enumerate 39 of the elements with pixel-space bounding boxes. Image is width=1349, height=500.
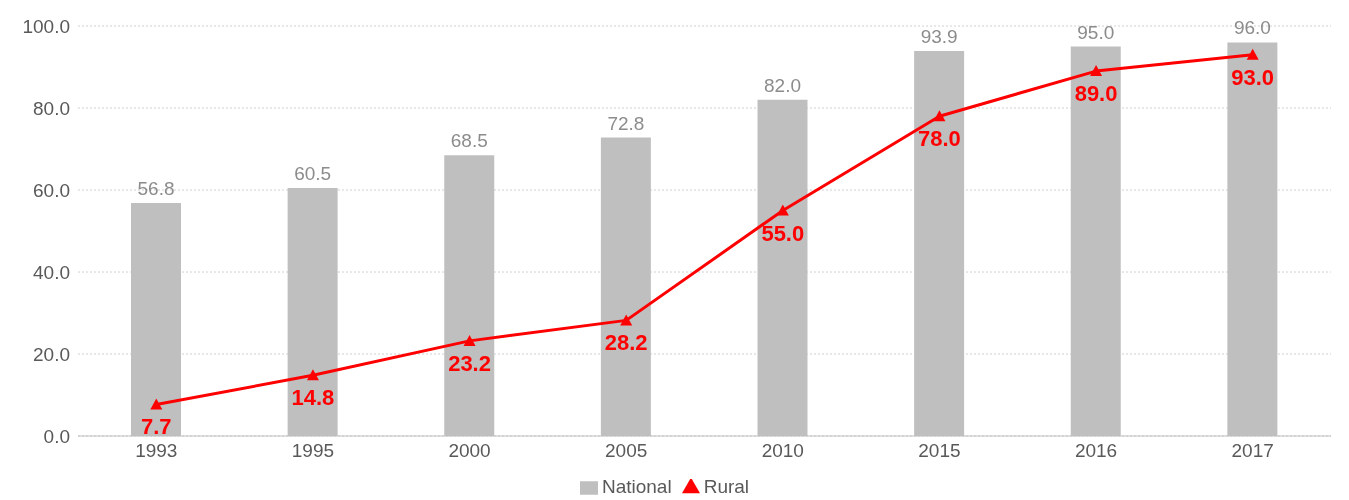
y-tick-label: 100.0 bbox=[22, 15, 70, 37]
x-tick-label: 1995 bbox=[291, 440, 335, 462]
point bbox=[1090, 65, 1103, 77]
data-label: 60.5 bbox=[294, 162, 332, 184]
data-label: 7.7 bbox=[141, 414, 172, 440]
y-tick-label: 20.0 bbox=[33, 343, 70, 365]
data-label: 95.0 bbox=[1077, 21, 1115, 43]
x-tick-label: 1993 bbox=[135, 440, 178, 462]
point bbox=[620, 314, 633, 326]
point bbox=[933, 110, 946, 122]
x-tick-label: 2005 bbox=[605, 440, 648, 462]
point bbox=[1246, 48, 1259, 60]
data-label: 93.9 bbox=[920, 26, 958, 48]
y-tick-label: 0.0 bbox=[43, 425, 70, 447]
data-label: 68.5 bbox=[450, 130, 488, 152]
x-tick-label: 2010 bbox=[761, 440, 804, 462]
data-label: 14.8 bbox=[291, 385, 335, 411]
legend-label: National bbox=[601, 476, 672, 497]
data-label: 82.0 bbox=[764, 74, 801, 96]
x-tick-label: 2015 bbox=[918, 440, 961, 462]
point bbox=[463, 334, 476, 346]
data-label: 56.8 bbox=[137, 178, 175, 200]
data-label: 28.2 bbox=[604, 330, 648, 356]
point bbox=[306, 369, 319, 381]
point bbox=[150, 398, 163, 410]
data-label: 23.2 bbox=[448, 350, 491, 376]
data-label: 55.0 bbox=[761, 220, 805, 246]
data-label: 89.0 bbox=[1074, 81, 1118, 107]
x-tick-label: 2000 bbox=[448, 440, 491, 462]
x-tick-label: 2016 bbox=[1074, 440, 1118, 462]
data-label: 93.0 bbox=[1231, 64, 1275, 90]
y-tick-label: 80.0 bbox=[33, 97, 70, 119]
data-label: 72.8 bbox=[607, 112, 645, 134]
legend-label: Rural bbox=[703, 476, 750, 497]
data-label: 96.0 bbox=[1233, 17, 1271, 39]
x-tick-label: 2017 bbox=[1231, 440, 1274, 462]
y-tick-label: 60.0 bbox=[33, 179, 70, 201]
data-label: 78.0 bbox=[918, 126, 961, 152]
y-tick-label: 40.0 bbox=[33, 261, 70, 283]
